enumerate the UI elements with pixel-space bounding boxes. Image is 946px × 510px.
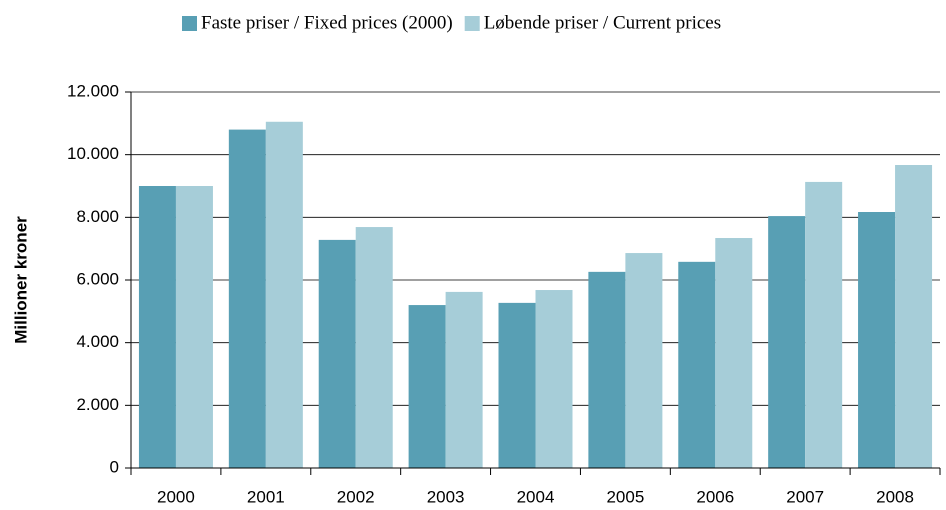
- y-tick-label: 6.000: [76, 269, 119, 288]
- bar: [445, 291, 483, 468]
- x-tick-label: 2002: [337, 487, 375, 506]
- legend-label: Faste priser / Fixed prices (2000): [201, 12, 453, 33]
- bar: [805, 181, 843, 468]
- legend-label: Løbende priser / Current prices: [484, 12, 721, 33]
- x-tick-label: 2000: [157, 487, 195, 506]
- x-tick-label: 2001: [247, 487, 285, 506]
- x-tick-label: 2008: [876, 487, 914, 506]
- bar: [678, 261, 716, 468]
- bar: [175, 186, 213, 468]
- y-tick-label: 8.000: [76, 207, 119, 226]
- bar: [355, 227, 393, 468]
- bar: [535, 290, 573, 468]
- y-axis-label: Millioner kroner: [11, 216, 30, 344]
- x-tick-label: 2004: [517, 487, 555, 506]
- bar: [265, 121, 303, 469]
- bar: [588, 271, 626, 468]
- y-tick-label: 0: [110, 457, 119, 476]
- legend-swatch: [464, 16, 480, 31]
- x-tick-label: 2007: [786, 487, 824, 506]
- bar: [895, 165, 933, 469]
- bar: [318, 239, 356, 468]
- y-tick-label: 12.000: [67, 81, 119, 100]
- y-tick-label: 10.000: [67, 144, 119, 163]
- y-tick-label: 4.000: [76, 332, 119, 351]
- bar: [768, 216, 806, 468]
- x-tick-label: 2003: [427, 487, 465, 506]
- legend-swatch: [182, 16, 197, 31]
- x-tick-label: 2005: [606, 487, 644, 506]
- bar: [228, 129, 266, 468]
- bar: [408, 305, 446, 468]
- bar: [715, 238, 753, 468]
- bar: [625, 253, 663, 468]
- bar: [858, 212, 896, 468]
- bar: [138, 186, 176, 468]
- bar: [498, 302, 536, 468]
- x-tick-label: 2006: [696, 487, 734, 506]
- y-tick-label: 2.000: [76, 395, 119, 414]
